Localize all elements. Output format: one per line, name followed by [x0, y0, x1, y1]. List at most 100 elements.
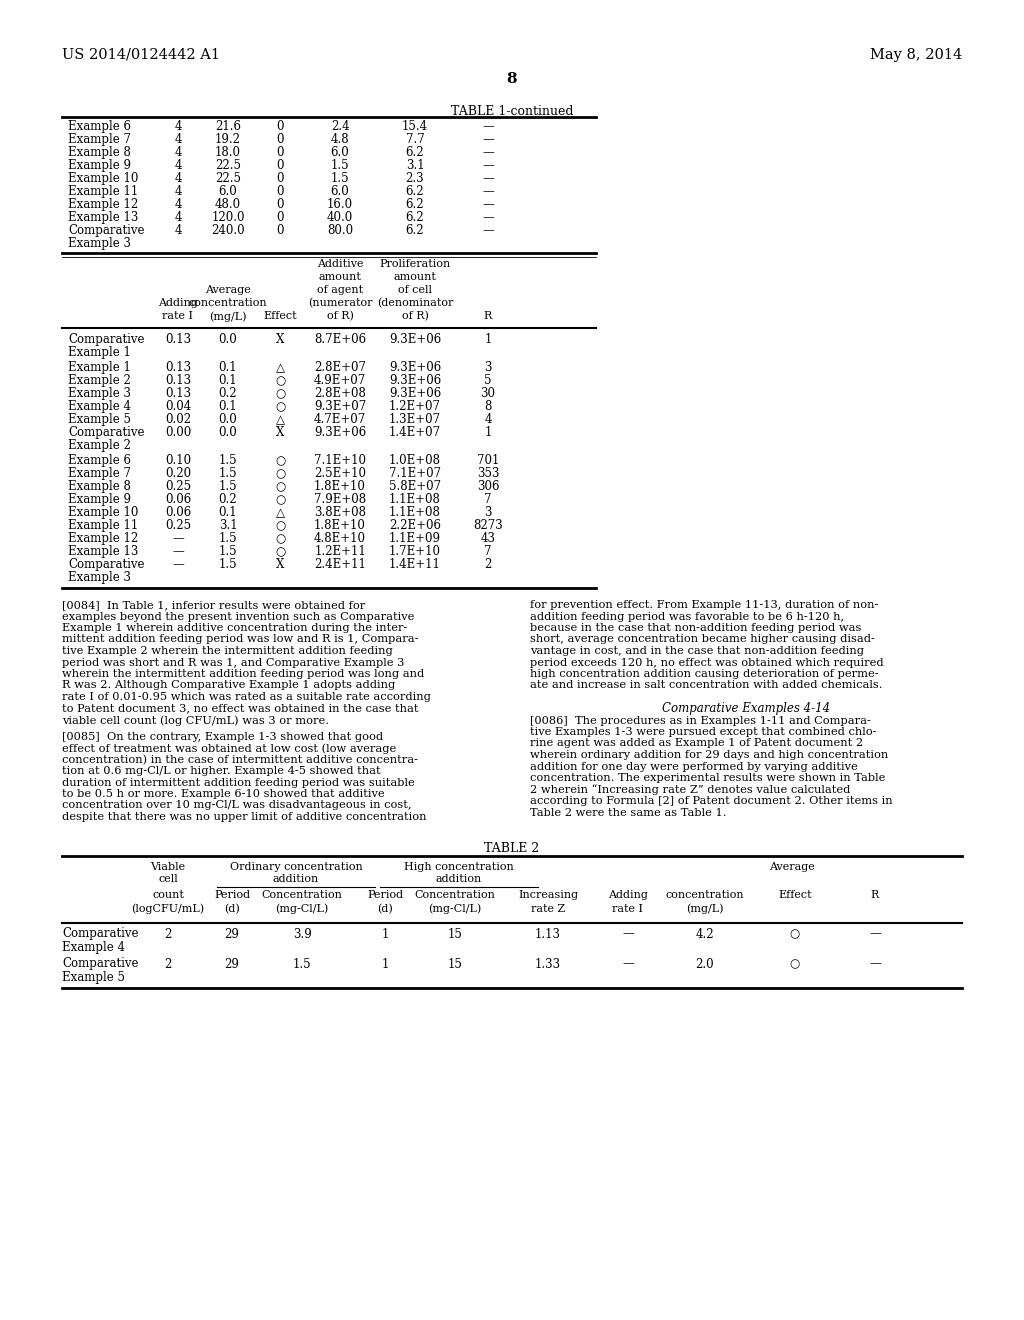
- Text: May 8, 2014: May 8, 2014: [869, 48, 962, 62]
- Text: Example 12: Example 12: [68, 198, 138, 211]
- Text: 0.06: 0.06: [165, 506, 191, 519]
- Text: (mg/L): (mg/L): [209, 312, 247, 322]
- Text: Example 3: Example 3: [68, 238, 131, 249]
- Text: 0: 0: [276, 120, 284, 133]
- Text: 15: 15: [447, 928, 463, 940]
- Text: amount: amount: [393, 272, 436, 282]
- Text: ○: ○: [274, 480, 285, 492]
- Text: 1.4E+07: 1.4E+07: [389, 426, 441, 440]
- Text: —: —: [623, 957, 634, 970]
- Text: Comparative: Comparative: [68, 333, 144, 346]
- Text: —: —: [482, 224, 494, 238]
- Text: (d): (d): [377, 903, 393, 913]
- Text: 240.0: 240.0: [211, 224, 245, 238]
- Text: according to Formula [2] of Patent document 2. Other items in: according to Formula [2] of Patent docum…: [530, 796, 893, 807]
- Text: Example 9: Example 9: [68, 492, 131, 506]
- Text: 1.2E+11: 1.2E+11: [314, 545, 366, 558]
- Text: 9.3E+06: 9.3E+06: [389, 333, 441, 346]
- Text: 4: 4: [174, 147, 181, 158]
- Text: TABLE 2: TABLE 2: [484, 842, 540, 854]
- Text: 1.2E+07: 1.2E+07: [389, 400, 441, 413]
- Text: 0.25: 0.25: [165, 519, 191, 532]
- Text: 6.2: 6.2: [406, 224, 424, 238]
- Text: Example 5: Example 5: [62, 970, 125, 983]
- Text: 0.13: 0.13: [165, 333, 191, 346]
- Text: 15.4: 15.4: [402, 120, 428, 133]
- Text: 22.5: 22.5: [215, 158, 241, 172]
- Text: of R): of R): [401, 312, 428, 321]
- Text: examples beyond the present invention such as Comparative: examples beyond the present invention su…: [62, 611, 415, 622]
- Text: Example 2: Example 2: [68, 440, 131, 451]
- Text: (logCFU/mL): (logCFU/mL): [131, 903, 205, 913]
- Text: 4.8: 4.8: [331, 133, 349, 147]
- Text: X: X: [275, 426, 285, 440]
- Text: Example 10: Example 10: [68, 506, 138, 519]
- Text: 43: 43: [480, 532, 496, 545]
- Text: 0.04: 0.04: [165, 400, 191, 413]
- Text: ○: ○: [274, 467, 285, 480]
- Text: ○: ○: [790, 957, 800, 970]
- Text: —: —: [482, 172, 494, 185]
- Text: Increasing: Increasing: [518, 891, 579, 900]
- Text: ○: ○: [790, 928, 800, 940]
- Text: 1.5: 1.5: [219, 480, 238, 492]
- Text: 1.5: 1.5: [219, 558, 238, 572]
- Text: 4: 4: [174, 198, 181, 211]
- Text: 0.13: 0.13: [165, 374, 191, 387]
- Text: —: —: [482, 198, 494, 211]
- Text: Example 6: Example 6: [68, 120, 131, 133]
- Text: 2 wherein “Increasing rate Z” denotes value calculated: 2 wherein “Increasing rate Z” denotes va…: [530, 784, 850, 795]
- Text: 48.0: 48.0: [215, 198, 241, 211]
- Text: duration of intermittent addition feeding period was suitable: duration of intermittent addition feedin…: [62, 777, 415, 788]
- Text: (mg/L): (mg/L): [686, 903, 724, 913]
- Text: 1: 1: [484, 333, 492, 346]
- Text: 0: 0: [276, 185, 284, 198]
- Text: 0.02: 0.02: [165, 413, 191, 426]
- Text: Example 9: Example 9: [68, 158, 131, 172]
- Text: 29: 29: [224, 957, 240, 970]
- Text: Effect: Effect: [778, 891, 812, 900]
- Text: 1.1E+08: 1.1E+08: [389, 492, 441, 506]
- Text: X: X: [275, 333, 285, 346]
- Text: Concentration: Concentration: [261, 891, 342, 900]
- Text: Comparative Examples 4-14: Comparative Examples 4-14: [662, 702, 830, 715]
- Text: ○: ○: [274, 387, 285, 400]
- Text: 8: 8: [484, 400, 492, 413]
- Text: 0.0: 0.0: [219, 333, 238, 346]
- Text: 1.8E+10: 1.8E+10: [314, 480, 366, 492]
- Text: 6.2: 6.2: [406, 185, 424, 198]
- Text: Example 1: Example 1: [68, 346, 131, 359]
- Text: addition feeding period was favorable to be 6 h-120 h,: addition feeding period was favorable to…: [530, 611, 844, 622]
- Text: 0.2: 0.2: [219, 492, 238, 506]
- Text: R: R: [484, 312, 493, 321]
- Text: Example 6: Example 6: [68, 454, 131, 467]
- Text: 0: 0: [276, 224, 284, 238]
- Text: Average: Average: [769, 862, 815, 873]
- Text: 4: 4: [174, 133, 181, 147]
- Text: R was 2. Although Comparative Example 1 adopts adding: R was 2. Although Comparative Example 1 …: [62, 681, 395, 690]
- Text: Comparative: Comparative: [68, 224, 144, 238]
- Text: to Patent document 3, no effect was obtained in the case that: to Patent document 3, no effect was obta…: [62, 704, 419, 714]
- Text: ○: ○: [274, 519, 285, 532]
- Text: Table 2 were the same as Table 1.: Table 2 were the same as Table 1.: [530, 808, 726, 817]
- Text: 2.5E+10: 2.5E+10: [314, 467, 366, 480]
- Text: Example 13: Example 13: [68, 211, 138, 224]
- Text: 8: 8: [507, 73, 517, 86]
- Text: Comparative: Comparative: [62, 957, 138, 970]
- Text: 6.0: 6.0: [331, 147, 349, 158]
- Text: —: —: [869, 928, 881, 940]
- Text: Viable
cell: Viable cell: [151, 862, 185, 884]
- Text: Average: Average: [205, 285, 251, 294]
- Text: 9.3E+06: 9.3E+06: [389, 360, 441, 374]
- Text: tive Examples 1-3 were pursued except that combined chlo-: tive Examples 1-3 were pursued except th…: [530, 727, 877, 737]
- Text: 1.5: 1.5: [293, 957, 311, 970]
- Text: concentration) in the case of intermittent additive concentra-: concentration) in the case of intermitte…: [62, 755, 418, 764]
- Text: 1: 1: [381, 957, 389, 970]
- Text: 0: 0: [276, 158, 284, 172]
- Text: Concentration: Concentration: [415, 891, 496, 900]
- Text: Comparative: Comparative: [62, 928, 138, 940]
- Text: R: R: [870, 891, 880, 900]
- Text: rate Z: rate Z: [530, 903, 565, 913]
- Text: Adding: Adding: [608, 891, 648, 900]
- Text: 1.5: 1.5: [219, 532, 238, 545]
